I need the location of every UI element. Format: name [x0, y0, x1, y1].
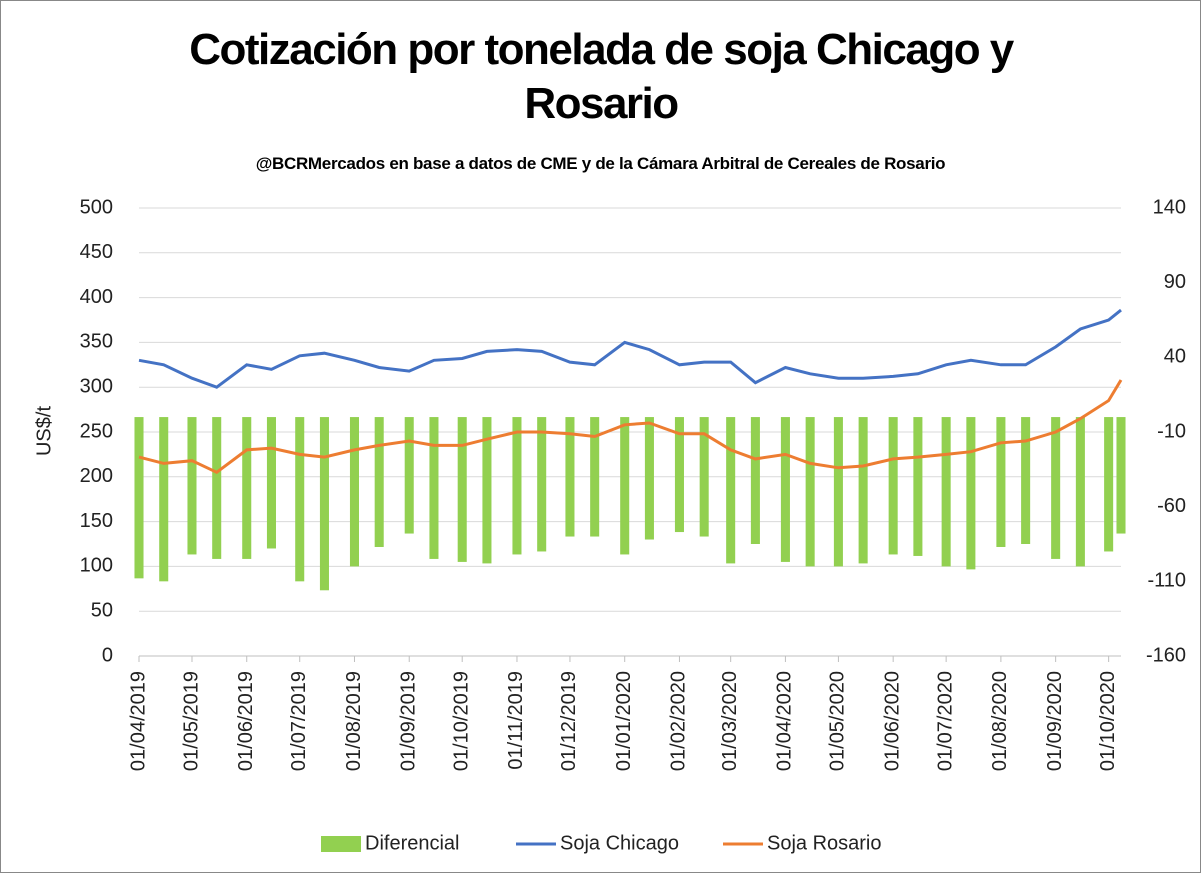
x-tick-label: 01/09/2020	[1044, 671, 1066, 771]
bar	[674, 417, 684, 533]
bar	[565, 417, 575, 537]
legend-label: Diferencial	[365, 832, 459, 854]
y-tick-label: 200	[80, 465, 113, 487]
bar	[699, 417, 709, 537]
bar	[1075, 417, 1085, 567]
y2-tick-label: -160	[1146, 644, 1186, 666]
y-tick-label: 250	[80, 420, 113, 442]
x-tick-label: 01/03/2020	[719, 671, 741, 771]
bar	[404, 417, 414, 534]
x-tick-label: 01/08/2019	[343, 671, 365, 771]
y2-tick-label: 140	[1153, 196, 1186, 218]
x-tick-label: 01/06/2019	[235, 671, 257, 771]
bar	[590, 417, 600, 537]
x-tick-label: 01/09/2019	[398, 671, 420, 771]
y2-tick-label: 40	[1164, 346, 1186, 368]
y-tick-label: 350	[80, 331, 113, 353]
bar	[750, 417, 760, 544]
bar	[512, 417, 522, 555]
bar	[620, 417, 630, 555]
line	[138, 379, 1123, 475]
chart-subtitle: @BCRMercados en base a datos de CME y de…	[255, 154, 946, 173]
bar	[134, 417, 144, 579]
y-tick-label: 500	[80, 196, 113, 218]
bar	[644, 417, 654, 540]
y-tick-label: 50	[91, 599, 113, 621]
bar	[941, 417, 951, 567]
bar	[482, 417, 492, 564]
x-tick-label: 01/10/2019	[450, 671, 472, 771]
x-tick-label: 01/07/2020	[934, 671, 956, 771]
x-tick-label: 01/01/2020	[613, 671, 635, 771]
y2-tick-label: 90	[1164, 271, 1186, 293]
bar	[1051, 417, 1061, 559]
bar	[833, 417, 843, 567]
x-tick-label: 01/05/2019	[180, 671, 202, 771]
bar	[888, 417, 898, 555]
y-tick-label: 300	[80, 375, 113, 397]
bar	[537, 417, 547, 552]
legend-swatch	[321, 836, 361, 852]
bar	[996, 417, 1006, 547]
x-tick-label: 01/07/2019	[288, 671, 310, 771]
bar	[266, 417, 276, 549]
y-tick-label: 400	[80, 286, 113, 308]
bar	[805, 417, 815, 567]
x-tick-label: 01/10/2020	[1097, 671, 1119, 771]
y2-tick-label: -60	[1157, 495, 1186, 517]
bar	[457, 417, 467, 562]
line	[138, 308, 1122, 389]
x-tick-label: 01/04/2020	[774, 671, 796, 771]
bar	[858, 417, 868, 564]
bar	[726, 417, 736, 564]
bar	[295, 417, 305, 582]
legend-label: Soja Chicago	[560, 832, 679, 854]
bar	[966, 417, 976, 570]
y-tick-label: 0	[102, 644, 113, 666]
x-tick-label: 01/04/2019	[127, 671, 149, 771]
x-tick-label: 01/05/2020	[827, 671, 849, 771]
bar	[1104, 417, 1114, 552]
y-tick-label: 100	[80, 555, 113, 577]
bar	[187, 417, 197, 555]
legend-label: Soja Rosario	[767, 832, 882, 854]
bar	[374, 417, 384, 547]
x-tick-label: 01/06/2020	[881, 671, 903, 771]
y-axis-label: US$/t	[33, 406, 55, 456]
bar	[1021, 417, 1031, 544]
bar	[212, 417, 222, 559]
bar	[780, 417, 790, 562]
bar	[429, 417, 439, 559]
y2-tick-label: -110	[1147, 570, 1186, 592]
chart-title: Cotización por tonelada de soja Chicago …	[189, 25, 1014, 128]
bar	[1116, 417, 1126, 534]
x-tick-label: 01/12/2019	[558, 671, 580, 771]
bar	[242, 417, 252, 559]
bar	[913, 417, 923, 556]
x-tick-label: 01/11/2019	[505, 671, 527, 770]
x-tick-label: 01/08/2020	[989, 671, 1011, 771]
bar	[159, 417, 169, 582]
bar	[349, 417, 359, 567]
y-tick-label: 450	[80, 241, 113, 263]
y-tick-label: 150	[80, 510, 113, 532]
x-tick-label: 01/02/2020	[668, 671, 690, 771]
bar	[319, 417, 329, 591]
y2-tick-label: -10	[1157, 420, 1186, 442]
